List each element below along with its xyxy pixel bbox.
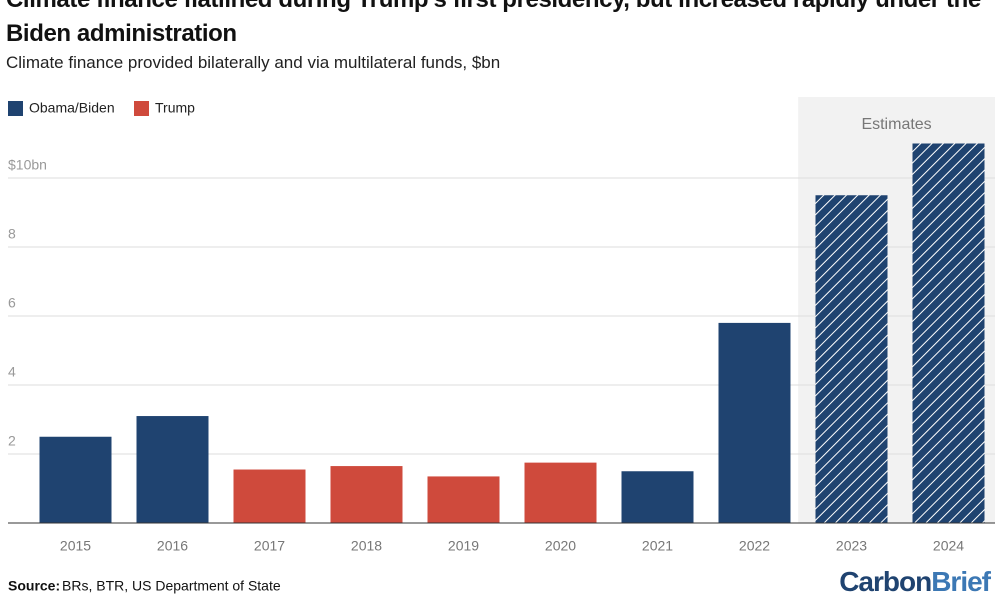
source-label: Source: xyxy=(8,578,60,594)
legend-swatch xyxy=(8,101,23,116)
y-tick-label: 2 xyxy=(8,433,16,449)
x-tick-label: 2024 xyxy=(933,538,964,554)
estimates-label: Estimates xyxy=(861,116,931,133)
y-tick-label: 4 xyxy=(8,364,16,380)
x-tick-label: 2016 xyxy=(157,538,188,554)
bar xyxy=(427,476,500,523)
x-tick-label: 2019 xyxy=(448,538,479,554)
logo: CarbonBrief xyxy=(839,566,991,597)
logo-part: Carbon xyxy=(839,566,931,597)
x-tick-label: 2021 xyxy=(642,538,673,554)
chart-title: Climate finance flatlined during Trump's… xyxy=(6,0,981,47)
legend-label: Obama/Biden xyxy=(29,100,115,116)
bar xyxy=(233,469,306,523)
bar xyxy=(330,466,403,523)
x-tick-label: 2017 xyxy=(254,538,285,554)
legend-label: Trump xyxy=(155,100,195,116)
x-tick-label: 2018 xyxy=(351,538,382,554)
x-tick-label: 2015 xyxy=(60,538,91,554)
x-tick-label: 2022 xyxy=(739,538,770,554)
bar xyxy=(39,436,112,523)
source: BRs, BTR, US Department of State xyxy=(62,578,281,594)
bar xyxy=(912,143,985,523)
legend-swatch xyxy=(134,101,149,116)
chart-subtitle: Climate finance provided bilaterally and… xyxy=(6,53,501,72)
bar xyxy=(815,195,888,523)
x-tick-label: 2023 xyxy=(836,538,867,554)
y-tick-label: $10bn xyxy=(8,157,47,173)
bar xyxy=(136,416,209,523)
bar xyxy=(621,471,694,523)
x-tick-label: 2020 xyxy=(545,538,576,554)
bar xyxy=(718,322,791,523)
logo-part: Brief xyxy=(931,566,991,597)
bar xyxy=(524,462,597,523)
y-tick-label: 8 xyxy=(8,226,16,242)
y-tick-label: 6 xyxy=(8,295,16,311)
